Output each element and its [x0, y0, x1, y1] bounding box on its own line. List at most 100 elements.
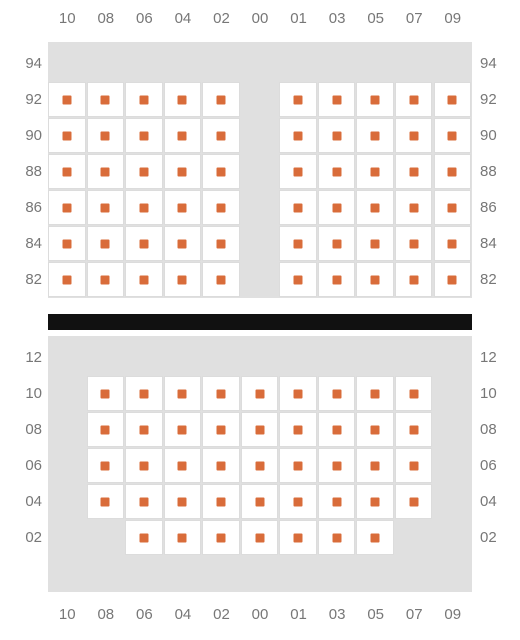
seat-available[interactable]	[356, 82, 394, 117]
seat-available[interactable]	[395, 226, 433, 261]
seat-available[interactable]	[202, 448, 240, 483]
seat-available[interactable]	[241, 484, 279, 519]
seat-available[interactable]	[434, 118, 472, 153]
seat-available[interactable]	[318, 118, 356, 153]
seat-available[interactable]	[356, 484, 394, 519]
seat-available[interactable]	[356, 190, 394, 225]
seat-available[interactable]	[434, 82, 472, 117]
seat-available[interactable]	[87, 262, 125, 297]
seat-available[interactable]	[395, 448, 433, 483]
seat-available[interactable]	[202, 412, 240, 447]
seat-available[interactable]	[48, 190, 86, 225]
seat-available[interactable]	[125, 520, 163, 555]
seat-available[interactable]	[279, 376, 317, 411]
seat-available[interactable]	[202, 154, 240, 189]
seat-available[interactable]	[318, 262, 356, 297]
seat-available[interactable]	[241, 412, 279, 447]
seat-available[interactable]	[279, 412, 317, 447]
seat-available[interactable]	[48, 226, 86, 261]
seat-available[interactable]	[164, 520, 202, 555]
seat-available[interactable]	[202, 262, 240, 297]
seat-available[interactable]	[125, 262, 163, 297]
seat-available[interactable]	[164, 484, 202, 519]
seat-available[interactable]	[164, 376, 202, 411]
seat-available[interactable]	[202, 376, 240, 411]
seat-available[interactable]	[318, 226, 356, 261]
seat-available[interactable]	[87, 484, 125, 519]
seat-available[interactable]	[279, 484, 317, 519]
seat-available[interactable]	[356, 412, 394, 447]
seat-available[interactable]	[125, 412, 163, 447]
seat-available[interactable]	[395, 118, 433, 153]
seat-available[interactable]	[318, 154, 356, 189]
seat-available[interactable]	[164, 118, 202, 153]
seat-available[interactable]	[87, 82, 125, 117]
seat-available[interactable]	[241, 448, 279, 483]
seat-available[interactable]	[279, 520, 317, 555]
seat-available[interactable]	[125, 484, 163, 519]
seat-available[interactable]	[48, 262, 86, 297]
seat-available[interactable]	[164, 82, 202, 117]
seat-available[interactable]	[279, 226, 317, 261]
seat-available[interactable]	[395, 262, 433, 297]
seat-available[interactable]	[202, 190, 240, 225]
seat-available[interactable]	[125, 226, 163, 261]
seat-available[interactable]	[125, 190, 163, 225]
seat-available[interactable]	[395, 484, 433, 519]
seat-available[interactable]	[395, 190, 433, 225]
seat-available[interactable]	[356, 262, 394, 297]
seat-available[interactable]	[318, 82, 356, 117]
seat-available[interactable]	[164, 226, 202, 261]
seat-available[interactable]	[318, 190, 356, 225]
seat-available[interactable]	[434, 226, 472, 261]
seat-available[interactable]	[318, 520, 356, 555]
seat-available[interactable]	[434, 190, 472, 225]
seat-available[interactable]	[202, 82, 240, 117]
seat-available[interactable]	[395, 82, 433, 117]
seat-available[interactable]	[87, 154, 125, 189]
seat-available[interactable]	[87, 226, 125, 261]
seat-available[interactable]	[395, 154, 433, 189]
seat-available[interactable]	[356, 520, 394, 555]
seat-available[interactable]	[356, 118, 394, 153]
seat-available[interactable]	[48, 118, 86, 153]
seat-available[interactable]	[279, 82, 317, 117]
seat-available[interactable]	[164, 448, 202, 483]
seat-available[interactable]	[318, 412, 356, 447]
seat-available[interactable]	[125, 82, 163, 117]
seat-available[interactable]	[318, 484, 356, 519]
seat-available[interactable]	[87, 412, 125, 447]
seat-available[interactable]	[125, 376, 163, 411]
seat-available[interactable]	[87, 118, 125, 153]
seat-available[interactable]	[279, 448, 317, 483]
seat-available[interactable]	[87, 448, 125, 483]
seat-available[interactable]	[241, 520, 279, 555]
seat-available[interactable]	[164, 412, 202, 447]
seat-available[interactable]	[434, 262, 472, 297]
seat-available[interactable]	[356, 448, 394, 483]
seat-available[interactable]	[279, 118, 317, 153]
seat-available[interactable]	[125, 448, 163, 483]
seat-available[interactable]	[395, 376, 433, 411]
seat-available[interactable]	[164, 190, 202, 225]
seat-available[interactable]	[395, 412, 433, 447]
seat-available[interactable]	[125, 118, 163, 153]
seat-available[interactable]	[279, 190, 317, 225]
seat-available[interactable]	[279, 154, 317, 189]
seat-available[interactable]	[202, 520, 240, 555]
seat-available[interactable]	[125, 154, 163, 189]
seat-available[interactable]	[356, 226, 394, 261]
seat-available[interactable]	[318, 448, 356, 483]
seat-available[interactable]	[279, 262, 317, 297]
seat-available[interactable]	[202, 484, 240, 519]
seat-available[interactable]	[87, 376, 125, 411]
seat-available[interactable]	[434, 154, 472, 189]
seat-available[interactable]	[241, 376, 279, 411]
seat-available[interactable]	[164, 154, 202, 189]
seat-available[interactable]	[48, 82, 86, 117]
seat-available[interactable]	[202, 118, 240, 153]
seat-available[interactable]	[356, 154, 394, 189]
seat-available[interactable]	[48, 154, 86, 189]
seat-available[interactable]	[164, 262, 202, 297]
seat-available[interactable]	[356, 376, 394, 411]
